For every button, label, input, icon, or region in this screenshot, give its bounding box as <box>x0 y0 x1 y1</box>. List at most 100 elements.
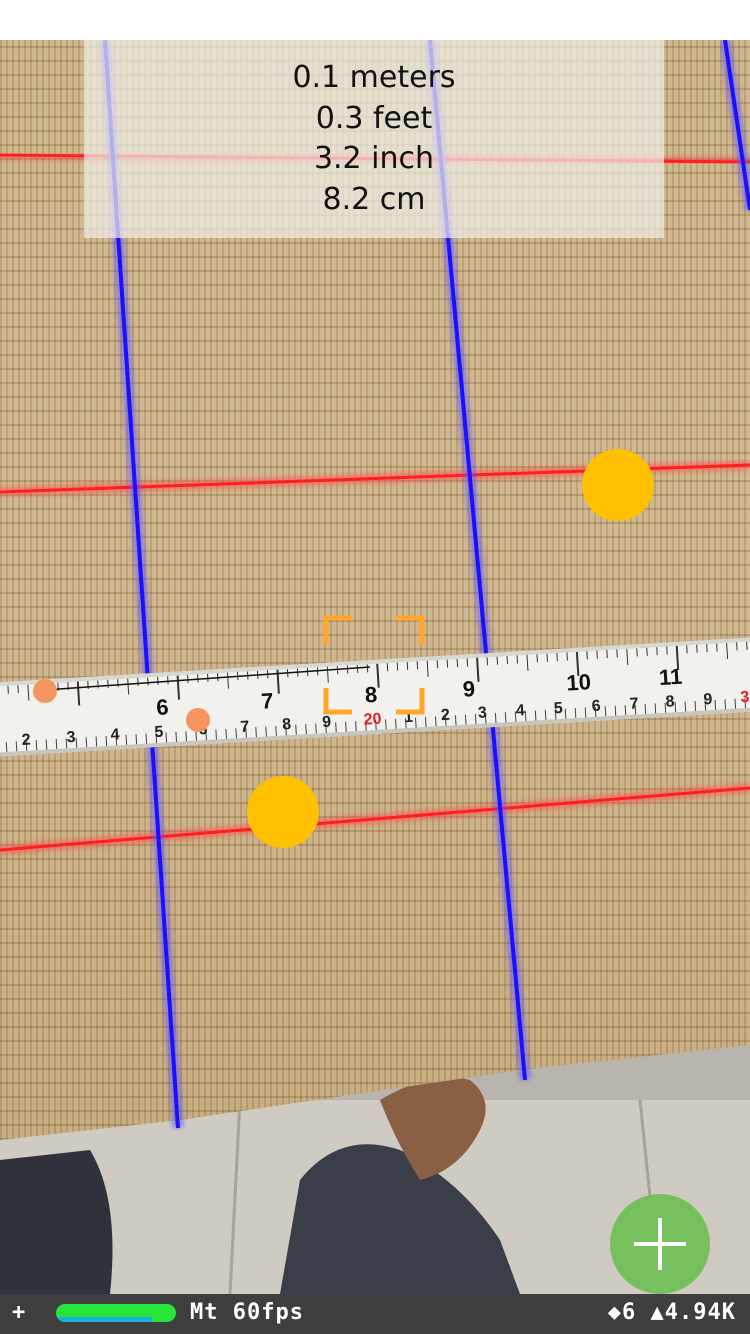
tape-minor-label: 5 <box>553 700 563 718</box>
tape-major-label: 8 <box>364 682 378 708</box>
tape-tick <box>654 703 657 714</box>
tape-tick <box>275 725 277 736</box>
tape-tick <box>45 739 48 750</box>
debug-status-bar: + Mt 60fps ◆6 ▲4.94K <box>0 1294 750 1334</box>
tape-tick <box>65 738 68 749</box>
tape-tick <box>494 712 497 723</box>
tape-tick <box>5 741 8 752</box>
tape-tick <box>575 651 580 676</box>
tape-tick <box>614 705 617 716</box>
tape-minor-labels: 23456789201234567893 <box>21 689 750 749</box>
focus-square-icon <box>323 615 425 715</box>
measurement-meters: 0.1 meters <box>292 60 456 95</box>
measurement-cm: 8.2 cm <box>322 181 426 217</box>
measurement-line <box>44 666 371 691</box>
tape-minor-label: 3 <box>740 689 750 707</box>
tape-tick <box>574 708 577 719</box>
tape-minor-label: 3 <box>477 704 487 722</box>
tape-tick <box>634 704 637 715</box>
tape-tick <box>474 714 477 725</box>
tape-tick <box>285 725 287 736</box>
tape-minor-label: 2 <box>21 731 31 749</box>
tape-tick <box>426 660 429 677</box>
tape-tick <box>544 709 547 720</box>
tape-tick <box>145 733 148 744</box>
tape-ticks <box>5 641 748 752</box>
tape-tick <box>624 705 627 716</box>
tape-tick <box>734 698 737 709</box>
tape-tick <box>425 716 427 728</box>
tape-tick <box>504 712 507 723</box>
plane-line-vertical <box>723 40 750 211</box>
tape-tick <box>27 684 30 701</box>
tape-tick <box>534 710 537 721</box>
tape-minor-label: 7 <box>240 718 250 736</box>
fps-label: Mt 60fps <box>190 1300 304 1325</box>
tape-tick <box>235 728 237 739</box>
tape-tick <box>225 728 227 739</box>
tape-minor-label: 4 <box>515 702 525 720</box>
tape-tick <box>115 735 118 746</box>
tape-tick <box>675 645 680 671</box>
measure-end-point <box>186 708 210 732</box>
tape-major-label: 11 <box>658 664 683 690</box>
tape-minor-label: 9 <box>322 714 332 732</box>
tape-tick <box>175 731 178 742</box>
tape-tick <box>35 740 38 751</box>
fps-meter-fill <box>56 1317 152 1322</box>
measurement-feet: 0.3 feet <box>315 100 433 136</box>
tape-tick <box>744 698 747 709</box>
tape-major-label: 10 <box>566 669 592 695</box>
tape-tick <box>726 642 729 660</box>
tape-tick <box>345 721 347 732</box>
plane-line-horizontal <box>0 786 750 852</box>
tape-tick <box>724 699 727 710</box>
tape-major-label: 7 <box>260 688 274 714</box>
anchor-point <box>582 449 654 521</box>
tape-tick <box>305 724 307 735</box>
tape-tick <box>684 701 687 712</box>
tape-tick <box>25 740 28 751</box>
tape-tick <box>524 711 527 722</box>
tape-tick <box>55 738 58 749</box>
tape-tick <box>714 699 717 710</box>
tape-tick <box>514 711 517 722</box>
scene-stats: ◆6 ▲4.94K <box>607 1300 736 1325</box>
tape-tick <box>75 737 78 748</box>
tape-tick <box>434 716 437 727</box>
add-point-button[interactable] <box>610 1194 710 1294</box>
tape-minor-label: 8 <box>665 693 675 711</box>
tape-tick <box>694 700 697 712</box>
measure-start-point <box>33 679 57 703</box>
tape-minor-label: 4 <box>110 726 120 744</box>
tape-tick <box>405 718 407 729</box>
tape-minor-label: 3 <box>66 729 76 747</box>
tape-minor-label: 9 <box>703 691 713 709</box>
tape-tick <box>664 702 667 713</box>
tape-tick <box>644 703 647 714</box>
tape-minor-label: 1 <box>404 709 414 727</box>
tape-tick <box>125 734 128 745</box>
tape-tick <box>594 706 597 717</box>
tape-minor-label: 20 <box>363 711 382 729</box>
tape-tick <box>604 706 607 717</box>
tape-tick <box>626 648 629 665</box>
tape-tick <box>185 731 188 742</box>
status-expand-button[interactable]: + <box>12 1300 26 1325</box>
tape-tick <box>195 730 198 741</box>
tape-tick <box>395 718 397 729</box>
tape-tick <box>155 733 158 744</box>
tape-tick <box>85 737 88 748</box>
tape-major-labels: 6 7 8 9 10 11 <box>156 664 683 720</box>
tape-tick <box>375 719 377 730</box>
tape-tick <box>176 675 181 700</box>
tape-tick <box>415 717 417 728</box>
tape-tick <box>335 722 337 733</box>
tape-tick <box>265 726 267 737</box>
tape-tick <box>76 681 81 706</box>
tape-tick <box>376 663 380 688</box>
tape-tick <box>385 719 387 730</box>
